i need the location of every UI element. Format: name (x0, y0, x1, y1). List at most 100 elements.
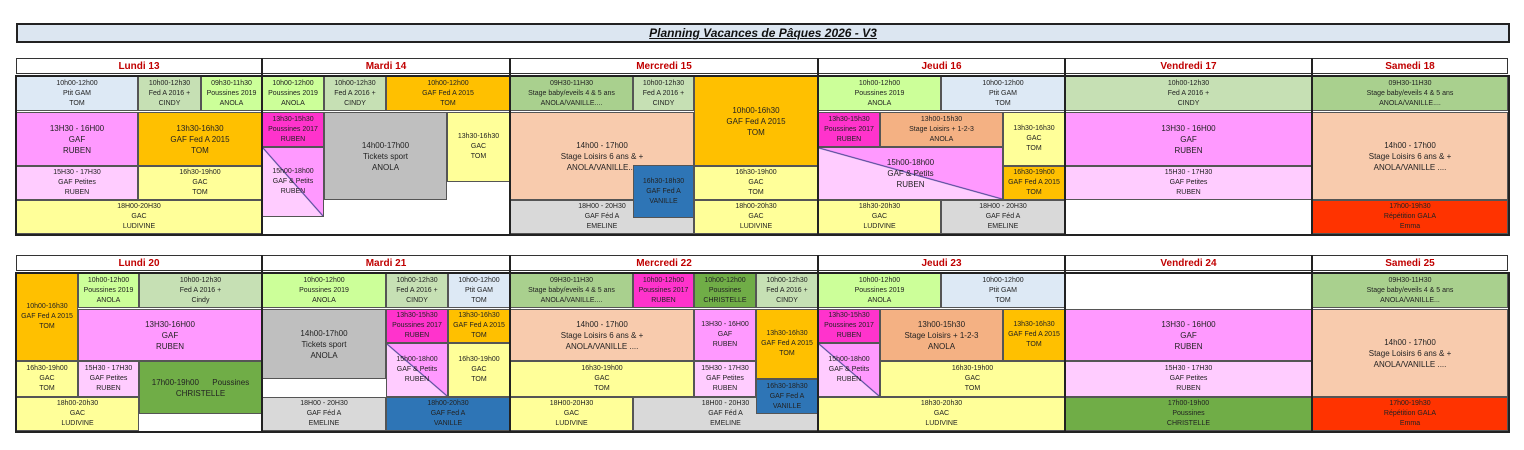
activity-line: Poussines 2019 (83, 286, 134, 294)
activity-block[interactable]: 17h00-19h00 Poussines CHRISTELLE (1065, 397, 1312, 431)
activity-block[interactable]: 13h00-15h30 Stage Loisirs + 1-2-3 ANOLA (880, 309, 1003, 361)
activity-block[interactable]: 16h30-19h00 GAC TOM (138, 166, 262, 200)
activity-line: LUDIVINE (61, 420, 94, 427)
activity-block[interactable]: 14h00 - 17h00 Stage Loisirs 6 ans & + ANOL… (1312, 309, 1508, 397)
activity-block[interactable]: 13h30-16h30 GAC TOM (1003, 112, 1065, 166)
activity-block[interactable]: 15H30 - 17H30 GAF Petites RUBEN (78, 361, 139, 397)
activity-block[interactable]: 10h00-12h00 Poussines 2019 ANOLA (262, 76, 324, 111)
activity-block[interactable]: 14h00-17h00 Tickets sport ANOLA (324, 112, 447, 200)
activity-block[interactable]: 13H30 - 16H00 GAF RUBEN (16, 112, 138, 166)
activity-block[interactable]: 09H30-11H30 Stage baby/eveils 4 & 5 ans AN… (1312, 76, 1508, 111)
activity-block[interactable]: 16h30-19h00 GAC TOM (448, 343, 510, 397)
activity-line: CINDY (158, 99, 181, 107)
activity-block[interactable]: 10h00-12h00 Ptit GAM TOM (448, 273, 510, 308)
activity-block[interactable]: 13h30-16h30 GAF Fed A 2015 TOM (756, 309, 818, 379)
activity-line: EMELINE (710, 420, 741, 427)
activity-block[interactable]: 17h00-19h30 Répétition GALA Emma (1312, 397, 1508, 431)
activity-line: CINDY (1177, 99, 1200, 107)
activity-line: GAC (748, 213, 764, 220)
activity-block[interactable]: 10h00-12h30 Fed A 2016 + CINDY (386, 273, 448, 308)
activity-block[interactable]: 13h30-15h30 Poussines 2017 RUBEN (818, 309, 880, 343)
activity-block[interactable]: 16h30-18h30 GAF Fed A VANILLE (756, 379, 818, 414)
activity-block[interactable]: 10h00-12h00 Poussines 2019 ANOLA (262, 273, 386, 308)
activity-block[interactable]: 16h30-19h00 GAF Fed A 2015 TOM (1003, 166, 1065, 200)
activity-line: 15H30 - 17H30 (84, 365, 133, 372)
activity-block[interactable]: 16h30-18h30 GAF Fed A VANILLE (633, 165, 694, 218)
activity-block[interactable]: 10h00-12h00 Poussines 2019 ANOLA (818, 76, 941, 111)
activity-block[interactable]: 10h00-12h30 Fed A 2016 + CINDY (756, 273, 818, 308)
activity-block[interactable]: 13h30-16h30 GAF Fed A 2015 TOM (448, 309, 510, 343)
activity-block[interactable]: 13h00-15h30 Stage Loisirs + 1-2-3 ANOLA (880, 112, 1003, 147)
activity-block[interactable]: 09H30-11H30 Stage baby/eveils 4 & 5 ans AN… (510, 76, 633, 111)
activity-block[interactable]: 16h30-19h00 GAC TOM (694, 166, 818, 200)
activity-block[interactable]: 16h30-19h00 GAC TOM (510, 361, 694, 397)
activity-block[interactable]: 13H30 - 16H00 GAF RUBEN (1065, 309, 1312, 361)
activity-line: RUBEN (155, 341, 184, 351)
activity-line: VANILLE (433, 420, 463, 427)
activity-block[interactable]: 13h30-15h30 Poussines 2017 RUBEN (386, 309, 448, 343)
activity-block[interactable]: 13h30-16h30 GAF Fed A 2015 TOM (138, 112, 262, 166)
activity-line: LUDIVINE (925, 420, 958, 427)
activity-block[interactable]: 10h00-12h30 Fed A 2016 + CINDY (1065, 76, 1312, 111)
activity-block[interactable]: 09h30-11h30 Poussines 2019 ANOLA (201, 76, 262, 111)
activity-block[interactable]: 13h30-16h30 GAF Fed A 2015 TOM (1003, 309, 1065, 361)
activity-block[interactable]: 15H30 - 17H30 GAF Petites RUBEN (16, 166, 138, 200)
activity-block[interactable]: 18H00 - 20H30 GAF Féd A EMELINE (941, 200, 1065, 234)
activity-line: EMELINE (586, 223, 618, 230)
activity-block[interactable]: 18h00-20h30 GAF Fed A VANILLE (386, 397, 510, 431)
activity-block[interactable]: 13H30 - 16H00 GAF RUBEN (694, 309, 756, 361)
activity-line: 10h00-16h30 (732, 105, 780, 115)
activity-block[interactable]: 14h00 - 17h00 Stage Loisirs 6 ans & + ANOL… (1312, 112, 1508, 200)
activity-block[interactable]: 18h30-20h30 GAC LUDIVINE (818, 397, 1065, 431)
activity-block[interactable]: 16h30-19h00 GAC TOM (16, 361, 78, 397)
activity-line: ANOLA/VANILLE .... (1373, 359, 1447, 369)
activity-block[interactable]: 14h00 - 17h00 Stage Loisirs 6 ans & + ANOL… (510, 309, 694, 361)
activity-block[interactable]: 17h00-19h00 Poussines CHRISTELLE (139, 361, 262, 414)
activity-block[interactable]: 10h00-16h30 GAF Fed A 2015 TOM (694, 76, 818, 166)
activity-block[interactable]: 17h00-19h30 Répétition GALA Emma (1312, 200, 1508, 234)
activity-block[interactable]: 10h00-12h30 Fed A 2016 + Cindy (139, 273, 262, 308)
activity-line: 14h00 - 17h00 (576, 140, 628, 150)
activity-block[interactable]: 09H30-11H30 Stage baby/eveils 4 & 5 ans AN… (510, 273, 633, 308)
activity-block[interactable]: 15H30 - 17H30 GAF Petites RUBEN (1065, 361, 1312, 397)
activity-block[interactable]: 18H00-20H30 GAC LUDIVINE (510, 397, 633, 431)
activity-block[interactable]: 14h00-17h00 Tickets sport ANOLA (262, 309, 386, 379)
activity-block[interactable]: 15h00-18h00 GAF & Petits RUBEN (386, 343, 448, 397)
activity-block[interactable]: 10h00-12h00 Poussines 2019 ANOLA (78, 273, 139, 308)
activity-block[interactable]: 18h00-20h30 GAC LUDIVINE (694, 200, 818, 234)
day-separator (1064, 58, 1066, 236)
activity-block[interactable]: 10h00-12h00 GAF Fed A 2015 TOM (386, 76, 510, 111)
activity-block[interactable]: 18H00 - 20H30 GAF Féd A EMELINE (262, 397, 386, 431)
activity-block[interactable]: 13H30 - 16H00 GAF RUBEN (1065, 112, 1312, 166)
activity-block[interactable]: 13h30-16h30 GAC TOM (447, 112, 510, 182)
activity-block[interactable]: 18h30-20h30 GAC LUDIVINE (818, 200, 941, 234)
activity-block[interactable]: 10h00-12h00 Ptit GAM TOM (941, 76, 1065, 111)
activity-line: 10h00-12h30 (148, 79, 191, 87)
activity-block[interactable]: 13h30-15h30 Poussines 2017 RUBEN (262, 112, 324, 147)
activity-block[interactable]: 15H30 - 17H30 GAF Petites RUBEN (1065, 166, 1312, 200)
activity-line: ANOLA/VANILLE.... (540, 99, 603, 107)
activity-block[interactable]: 15h00-18h00 GAF & Petits RUBEN (818, 147, 1003, 200)
activity-block[interactable]: 10h00-12h00 Poussines 2019 ANOLA (818, 273, 941, 308)
activity-line: GAF Féd A (708, 410, 743, 417)
activity-block[interactable]: 15H30 - 17H30 GAF Petites RUBEN (694, 361, 756, 397)
activity-block[interactable]: 16h30-19h00 GAC TOM (880, 361, 1065, 397)
activity-block[interactable]: 18h00-20h30 GAC LUDIVINE (16, 397, 139, 431)
activity-block[interactable]: 10h00-12h00 Poussines 2017 RUBEN (633, 273, 694, 308)
activity-block[interactable]: 10h00-12h30 Fed A 2016 + CINDY (138, 76, 201, 111)
activity-block[interactable]: 10h00-16h30 GAF Fed A 2015 TOM (16, 273, 78, 361)
activity-block[interactable]: 10h00-12h00 Ptit GAM TOM (941, 273, 1065, 308)
activity-block[interactable]: 09H30-11H30 Stage baby/eveils 4 & 5 ans AN… (1312, 273, 1508, 308)
activity-block[interactable]: 15h00-18h00 GAF & Petits RUBEN (262, 147, 324, 217)
activity-block[interactable]: 10h00-12h00 Ptit GAM TOM (16, 76, 138, 111)
activity-block[interactable]: 15h00-18h00 GAF & Petits RUBEN (818, 343, 880, 397)
activity-block[interactable]: 10h00-12h30 Fed A 2016 + CINDY (324, 76, 386, 111)
activity-block[interactable]: 13H30-16H00 GAF RUBEN (78, 309, 262, 361)
activity-block[interactable]: 10h00-12h00 Poussines CHRISTELLE (694, 273, 756, 308)
activity-line: TOM (471, 332, 487, 339)
activity-block[interactable]: 13h30-15h30 Poussines 2017 RUBEN (818, 112, 880, 147)
activity-line: 18h00-20h30 (56, 400, 99, 407)
activity-block[interactable]: 18H00-20H30 GAC LUDIVINE (16, 200, 262, 234)
activity-line: GAF & Petits (396, 366, 438, 373)
activity-block[interactable]: 10h00-12h30 Fed A 2016 + CINDY (633, 76, 694, 111)
